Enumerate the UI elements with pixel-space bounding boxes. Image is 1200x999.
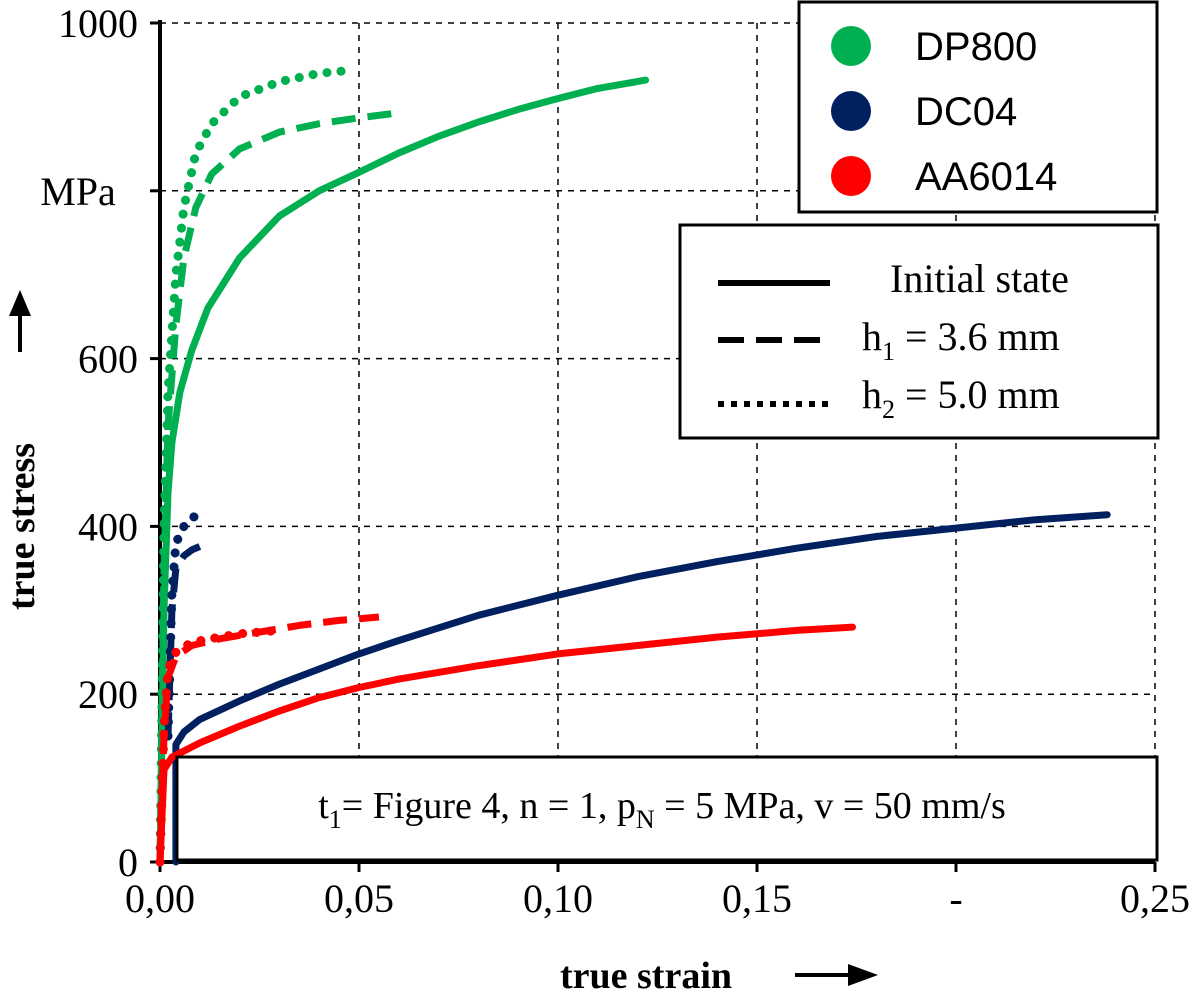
x-tick-label-2: 0,10 [523,876,593,921]
legend-initial-state: Initial state [890,256,1069,301]
material-legend: DP800 DC04 AA6014 [797,0,1159,214]
series-aa6014-dotted [155,625,284,867]
legend-marker-dc04 [831,91,871,131]
state-legend: Initial state h1 = 3.6 mm h2 = 5.0 mm [678,223,1160,440]
parameter-note-text: t1= Figure 4, n = 1, pN = 5 MPa, v = 50 … [318,785,1006,834]
y-tick-label-0: 0 [118,840,138,885]
x-axis-title: true strain [560,955,878,997]
legend-marker-aa6014 [831,156,871,196]
y-tick-label-1: 200 [78,672,138,717]
y-axis-title: true stress [1,290,43,610]
y-tick-label-4: 1000 [58,1,138,46]
series-lines [155,65,1111,867]
x-tick-label-3: 0,15 [722,876,792,921]
x-tick-label-1: 0,05 [324,876,394,921]
parameter-note: t1= Figure 4, n = 1, pN = 5 MPa, v = 50 … [175,755,1159,862]
y-tick-label-3: 600 [78,337,138,382]
series-dc04-dotted [163,509,205,741]
x-tick-label-4: - [949,876,962,921]
x-tick-labels: 0,00 0,05 0,10 0,15 - 0,25 [125,876,1190,921]
y-tick-labels: 0 200 400 600 1000 [58,1,138,885]
y-axis-title-text: true stress [1,443,43,610]
x-tick-label-5: 0,25 [1120,876,1190,921]
x-axis-title-text: true strain [560,955,732,997]
y-tick-label-2: 400 [78,504,138,549]
legend-marker-dp800 [831,26,871,66]
series-dp800-solid [156,76,650,866]
legend-label-dc04: DC04 [915,90,1017,134]
series-dc04-dashed [164,543,202,737]
series-dp800-dashed [156,109,400,863]
series-dc04-solid [172,511,1111,866]
series-dp800-dotted [155,65,360,867]
legend-label-aa6014: AA6014 [915,155,1057,199]
y-unit-label: MPa [40,169,116,214]
x-axis-arrow [795,964,878,986]
legend-h2: h2 = 5.0 mm [862,372,1060,424]
x-tick-label-0: 0,00 [125,876,195,921]
series-aa6014-solid [156,623,856,866]
legend-h1: h1 = 3.6 mm [862,314,1060,366]
y-axis-arrow [9,290,31,352]
legend-label-dp800: DP800 [915,25,1037,69]
